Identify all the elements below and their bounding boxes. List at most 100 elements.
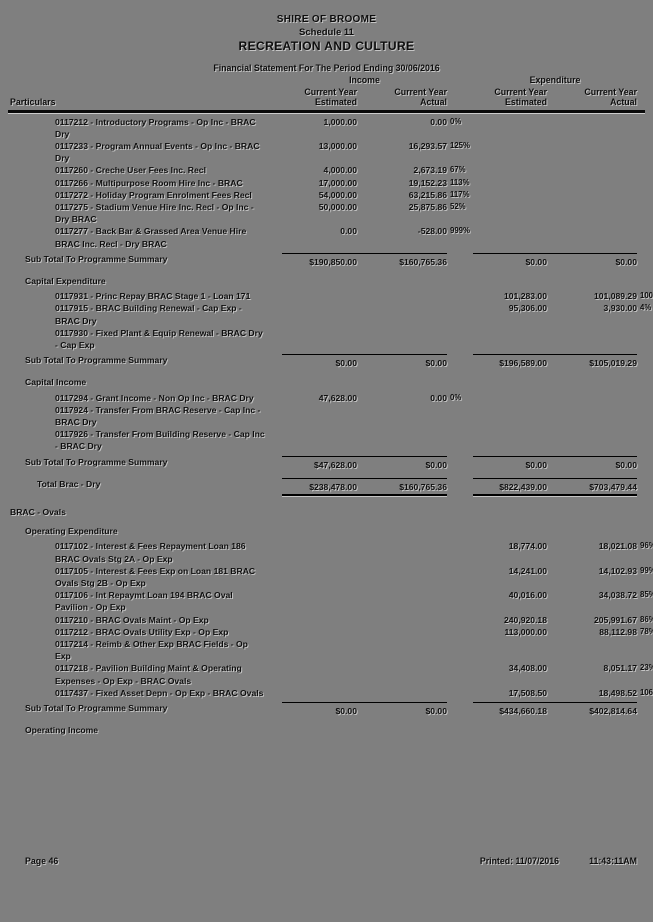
page-number: Page 46 [25,856,59,866]
income-percent-cell [447,478,473,496]
expenditure-percent-cell [637,327,653,351]
income-estimated-cell [282,327,357,351]
income-estimated-cell [282,540,357,564]
expenditure-actual-cell [547,392,637,404]
col-header-income-actual: Current Year Actual [394,86,447,108]
expenditure-actual-cell [547,327,637,351]
income-actual-cell: 25,875.86 [408,201,447,212]
income-actual-cell [357,687,447,699]
expenditure-actual-cell [547,201,637,225]
income-percent-cell [447,702,473,717]
income-actual-cell: $160,765.36 [357,252,447,268]
expenditure-actual-cell: $703,479.44 [547,477,637,496]
income-actual-cell [357,428,447,452]
income-percent-cell: 117% [450,189,470,199]
expenditure-percent-cell: 100% [640,291,653,301]
income-percent-cell [447,428,473,452]
income-percent-cell: 52% [450,201,466,211]
income-percent-cell [447,456,473,471]
income-estimated-cell [282,626,357,638]
expenditure-group-header: Expenditure [529,75,581,85]
expenditure-actual-cell: 18,021.08 [598,541,637,552]
income-actual-cell: 16,293.57 [408,140,447,151]
particulars-cell: 0117214 - Reimb & Other Exp BRAC Fields … [55,639,248,662]
expenditure-estimated-cell [473,116,547,140]
account-row: 0117210 - BRAC Ovals Maint - Op Exp 240,9… [10,614,653,626]
expenditure-estimated-cell: 40,016.00 [508,590,547,601]
income-actual-cell: 2,673.19 [413,165,447,176]
income-actual-cell: 19,152.23 [408,177,447,188]
income-estimated-cell: $190,850.00 [282,252,357,268]
expenditure-actual-cell [547,428,637,452]
income-estimated-cell: 0.00 [340,226,357,237]
particulars-cell: Sub Total To Programme Summary [25,703,168,714]
subtotal-row: Sub Total To Programme Summary $0.00 $0.00… [10,702,653,717]
expenditure-percent-cell [637,392,653,404]
expenditure-percent-cell: 86% [640,614,653,624]
income-actual-cell [357,404,447,428]
income-percent-cell [447,253,473,268]
expenditure-estimated-cell [473,140,547,164]
expenditure-percent-cell [637,201,653,225]
account-row: 0117233 - Program Annual Events - Op Inc… [10,140,653,164]
account-row: 0117214 - Reimb & Other Exp BRAC Fields … [10,638,653,662]
particulars-cell: 0117277 - Back Bar & Grassed Area Venue … [55,226,247,249]
page-footer: Page 46 Printed: 11/07/2016 11:43:11AM [25,856,637,866]
expenditure-estimated-cell: $0.00 [473,252,547,268]
income-actual-cell [357,565,447,589]
page-title: RECREATION AND CULTURE [238,39,415,53]
col-header-expenditure-estimated: Current Year Estimated [494,86,547,108]
expenditure-percent-cell [637,177,653,189]
report-subtitle: Financial Statement For The Period Endin… [213,63,440,73]
header-rule [8,109,645,113]
income-estimated-cell [282,687,357,699]
income-estimated-cell: 4,000.00 [323,165,357,176]
particulars-cell: 0117275 - Stadium Venue Hire Inc. Recl -… [55,201,254,225]
income-actual-cell [357,662,447,686]
income-percent-cell [447,290,473,302]
income-group-header: Income [349,75,380,85]
account-row: 0117266 - Multipurpose Room Hire Inc - B… [10,177,653,189]
particulars-cell: 0117212 - Introductory Programs - Op Inc… [55,116,256,139]
income-actual-cell [357,626,447,638]
income-actual-cell [357,290,447,302]
expenditure-actual-cell [547,177,637,189]
particulars-cell: 0117272 - Holiday Program Enrolment Fees… [55,189,252,200]
income-percent-cell [447,302,473,326]
expenditure-estimated-cell: 17,508.50 [508,687,547,698]
income-actual-cell: -528.00 [417,226,447,237]
particulars-cell: 0117105 - Interest & Fees Exp on Loan 18… [55,565,256,588]
income-percent-cell: 999% [450,226,470,236]
account-row: 0117212 - Introductory Programs - Op Inc… [10,116,653,140]
expenditure-estimated-cell [473,225,547,249]
account-row: 0117915 - BRAC Building Renewal - Cap Ex… [10,302,653,326]
income-actual-cell [357,614,447,626]
account-row: 0117218 - Pavilion Building Maint & Oper… [10,662,653,686]
section-heading: Operating Income [25,725,99,736]
expenditure-estimated-cell [473,404,547,428]
expenditure-estimated-cell: $196,589.00 [473,354,547,369]
income-estimated-cell: 13,000.00 [318,140,357,151]
expenditure-percent-cell [637,225,653,249]
expenditure-percent-cell [637,354,653,369]
income-percent-cell [447,626,473,638]
income-estimated-cell: 17,000.00 [318,177,357,188]
particulars-cell: 0117260 - Creche User Fees Inc. Recl [55,165,206,176]
account-row: 0117260 - Creche User Fees Inc. Recl 4,00… [10,164,653,176]
income-estimated-cell [282,404,357,428]
particulars-cell: 0117233 - Program Annual Events - Op Inc… [55,140,260,164]
income-percent-cell [447,404,473,428]
expenditure-percent-cell: 23% [640,663,653,673]
expenditure-percent-cell [637,164,653,176]
income-estimated-cell: 54,000.00 [318,189,357,200]
expenditure-estimated-cell: 113,000.00 [504,626,547,637]
account-row: 0117930 - Fixed Plant & Equip Renewal - … [10,327,653,351]
income-estimated-cell [282,589,357,613]
expenditure-percent-cell: 4% [640,303,652,313]
income-estimated-cell: $0.00 [282,354,357,369]
expenditure-percent-cell [637,253,653,268]
income-percent-cell: 0% [450,392,462,402]
particulars-cell: 0117294 - Grant Income - Non Op Inc - BR… [55,392,254,403]
expenditure-estimated-cell [473,189,547,201]
